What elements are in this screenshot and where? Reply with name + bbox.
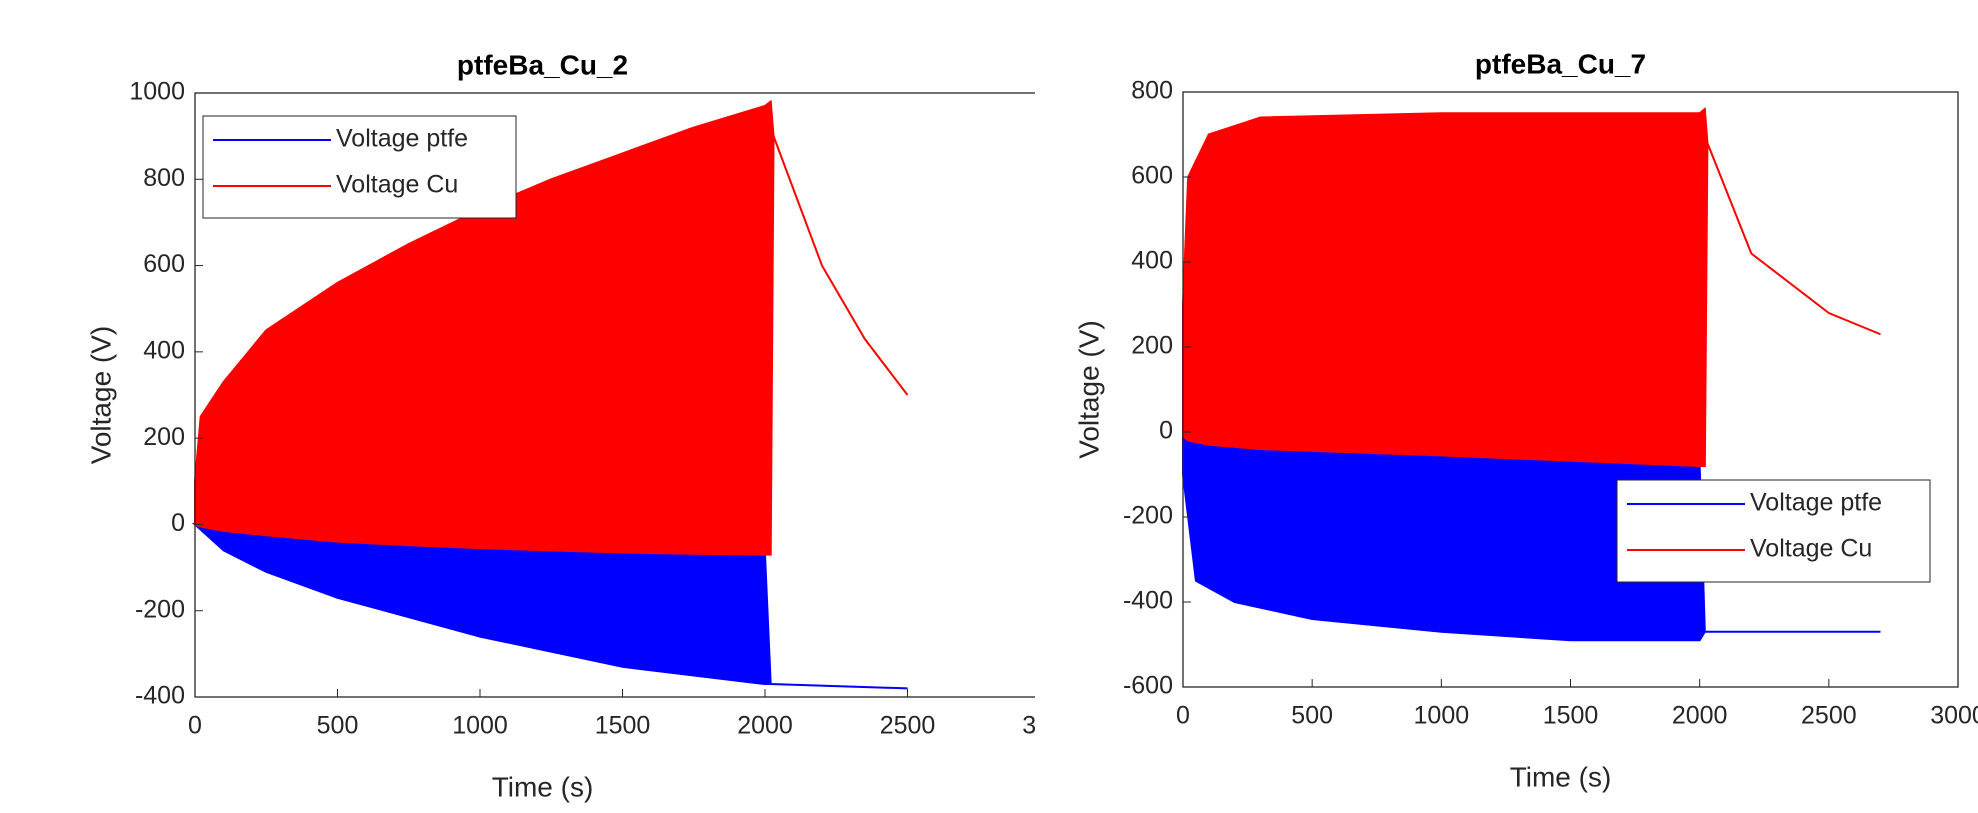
y-tick-label: 0 bbox=[171, 509, 185, 537]
y-tick-label: 1000 bbox=[129, 78, 185, 106]
y-tick-label: 800 bbox=[1131, 77, 1173, 105]
series-band bbox=[194, 99, 909, 556]
y-axis-label: Voltage (V) bbox=[85, 326, 116, 465]
legend-label: Voltage ptfe bbox=[336, 125, 468, 153]
y-axis-label: Voltage (V) bbox=[1073, 320, 1104, 459]
y-tick-label: -400 bbox=[1123, 587, 1173, 615]
legend-label: Voltage ptfe bbox=[1750, 489, 1882, 517]
legend-box bbox=[202, 115, 517, 219]
x-tick-label: 3000 bbox=[1022, 712, 1035, 740]
y-tick-label: 400 bbox=[143, 336, 185, 364]
y-tick-label: 0 bbox=[1159, 417, 1173, 445]
y-tick-label: 200 bbox=[1131, 332, 1173, 360]
y-tick-label: 600 bbox=[143, 250, 185, 278]
x-tick-label: 2000 bbox=[1672, 702, 1728, 730]
x-axis-label: Time (s) bbox=[492, 771, 594, 802]
y-tick-label: -600 bbox=[1123, 672, 1173, 700]
chart-title: ptfeBa_Cu_2 bbox=[457, 49, 628, 80]
chart-title: ptfeBa_Cu_7 bbox=[1475, 48, 1646, 79]
y-tick-label: 800 bbox=[143, 164, 185, 192]
x-tick-label: 500 bbox=[1291, 702, 1333, 730]
chart: 0 500 1000 1500 2000 2500 3000 -400 -200 0 200 400 6… bbox=[85, 49, 1035, 802]
x-tick-label: 1000 bbox=[452, 712, 508, 740]
x-tick-label: 1000 bbox=[1414, 702, 1470, 730]
legend-box bbox=[1616, 479, 1931, 583]
x-tick-label: 2500 bbox=[1801, 702, 1857, 730]
x-tick-label: 0 bbox=[1176, 702, 1190, 730]
x-tick-label: 500 bbox=[317, 712, 359, 740]
x-tick-label: 0 bbox=[188, 712, 202, 740]
legend-label: Voltage Cu bbox=[1750, 535, 1872, 563]
y-tick-label: 400 bbox=[1131, 247, 1173, 275]
chart: 0 500 1000 1500 2000 2500 3000 -600 -400 -200 0 200… bbox=[1073, 48, 1978, 792]
y-tick-label: -400 bbox=[135, 682, 185, 710]
y-tick-label: 200 bbox=[143, 423, 185, 451]
y-tick-label: 600 bbox=[1131, 162, 1173, 190]
y-tick-label: -200 bbox=[1123, 502, 1173, 530]
x-tick-label: 1500 bbox=[1543, 702, 1599, 730]
x-tick-label: 2500 bbox=[880, 712, 936, 740]
x-tick-label: 3000 bbox=[1930, 702, 1978, 730]
x-tick-label: 2000 bbox=[737, 712, 793, 740]
legend-label: Voltage Cu bbox=[336, 171, 458, 199]
y-tick-label: -200 bbox=[135, 595, 185, 623]
x-tick-label: 1500 bbox=[595, 712, 651, 740]
series-band bbox=[1182, 107, 1881, 467]
x-axis-label: Time (s) bbox=[1510, 761, 1612, 792]
